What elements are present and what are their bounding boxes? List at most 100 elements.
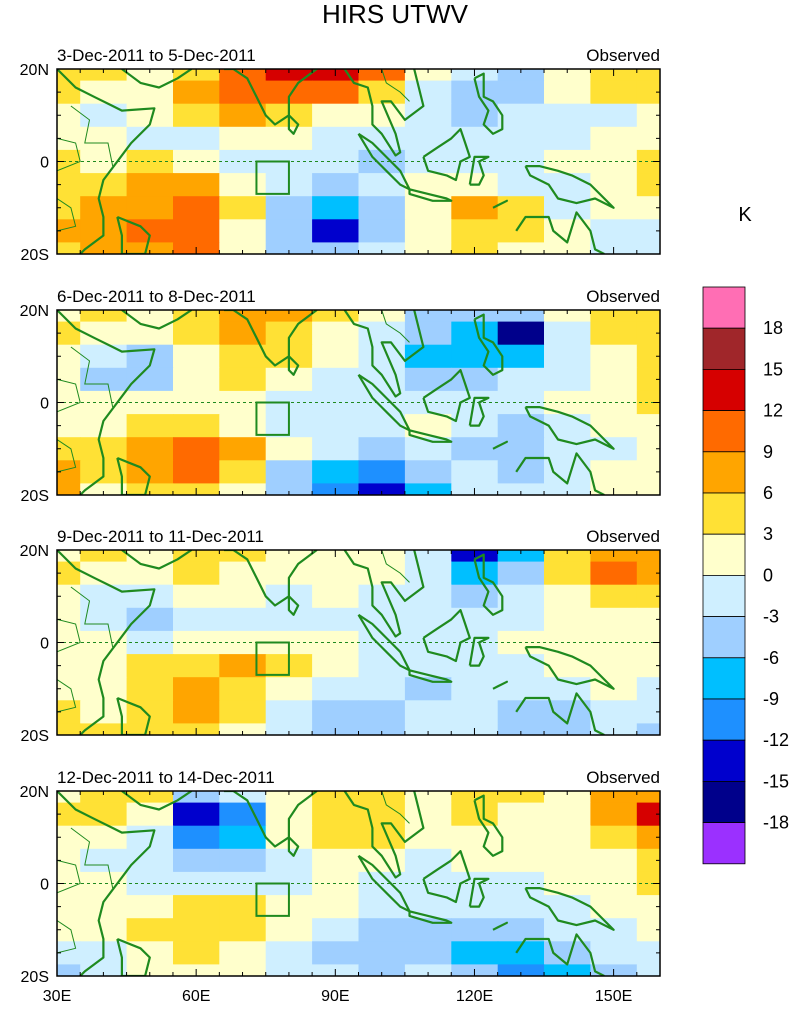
- heatmap-cell: [173, 825, 220, 850]
- heatmap-cell: [544, 654, 591, 678]
- heatmap-cell: [80, 196, 128, 220]
- heatmap-cell: [497, 791, 545, 804]
- heatmap-cell: [404, 677, 452, 701]
- heatmap-cell: [451, 367, 499, 392]
- border-line: [57, 198, 77, 232]
- heatmap-cell: [636, 242, 660, 254]
- coastline: [224, 310, 318, 367]
- heatmap-cell: [497, 483, 545, 495]
- heatmap-cell: [57, 607, 81, 632]
- heatmap-cell: [312, 918, 360, 942]
- heatmap-cell: [219, 630, 267, 655]
- heatmap-cell: [636, 791, 660, 804]
- heatmap-cell: [219, 414, 267, 438]
- border-line: [381, 791, 410, 824]
- coastline: [116, 937, 151, 976]
- border-line: [57, 378, 81, 413]
- heatmap-cell: [590, 460, 638, 484]
- heatmap-cell: [590, 149, 638, 174]
- heatmap-cell: [636, 69, 660, 82]
- heatmap-cell: [173, 918, 220, 942]
- heatmap-cell: [265, 700, 313, 724]
- heatmap-cell: [451, 103, 499, 128]
- heatmap-cell: [219, 825, 267, 850]
- coastline: [473, 313, 504, 376]
- heatmap-cell: [126, 654, 174, 678]
- heatmap-cell: [126, 310, 174, 323]
- heatmap-cell: [358, 550, 406, 563]
- heatmap-cell: [80, 723, 128, 735]
- heatmap-cell: [451, 344, 499, 369]
- heatmap-cell: [126, 173, 174, 197]
- heatmap-cell: [57, 414, 81, 438]
- heatmap-cell: [404, 103, 452, 128]
- heatmap-cell: [636, 871, 660, 896]
- heatmap-cell: [126, 149, 174, 174]
- heatmap-cell: [312, 825, 360, 850]
- heatmap-cell: [451, 848, 499, 873]
- heatmap-cell: [544, 103, 591, 128]
- heatmap-cell: [358, 584, 406, 609]
- heatmap-cell: [265, 802, 313, 827]
- heatmap-cell: [219, 80, 267, 105]
- heatmap-cell: [173, 654, 220, 678]
- coastline: [224, 791, 318, 848]
- coastline: [116, 215, 151, 254]
- heatmap-cell: [404, 460, 452, 484]
- heatmap-cell: [312, 802, 360, 827]
- heatmap-cell: [312, 196, 360, 220]
- heatmap-cell: [80, 344, 128, 369]
- heatmap-cell: [312, 654, 360, 678]
- colorbar-swatch: [702, 739, 746, 782]
- heatmap-cell: [358, 483, 406, 495]
- heatmap-cell: [219, 483, 267, 495]
- panel-map: [57, 791, 660, 976]
- heatmap-cell: [497, 918, 545, 942]
- heatmap-cell: [265, 367, 313, 392]
- heatmap-cell: [358, 791, 406, 804]
- heatmap-cell: [265, 550, 313, 563]
- heatmap-cell: [451, 607, 499, 632]
- heatmap-cell: [497, 367, 545, 392]
- heatmap-cell: [636, 414, 660, 438]
- colorbar-units: K: [738, 204, 752, 226]
- heatmap-cell: [404, 584, 452, 609]
- heatmap-cell: [636, 550, 660, 563]
- heatmap-cell: [358, 848, 406, 873]
- heatmap-cell: [497, 344, 545, 369]
- heatmap-cell: [404, 80, 452, 105]
- heatmap-cell: [219, 584, 267, 609]
- heatmap-cell: [80, 607, 128, 632]
- heatmap-cell: [636, 483, 660, 495]
- heatmap-cell: [57, 390, 81, 415]
- heatmap-cell: [404, 848, 452, 873]
- heatmap-cell: [312, 367, 360, 392]
- heatmap-cell: [126, 242, 174, 254]
- heatmap-cell: [265, 918, 313, 942]
- heatmap-cell: [80, 321, 128, 346]
- heatmap-cell: [265, 69, 313, 82]
- heatmap-cell: [636, 630, 660, 655]
- heatmap-cell: [590, 607, 638, 632]
- heatmap-cell: [219, 196, 267, 220]
- coastline: [515, 692, 605, 735]
- heatmap-cell: [636, 126, 660, 151]
- heatmap-cell: [590, 414, 638, 438]
- heatmap-cell: [404, 437, 452, 461]
- panel-label: Observed: [586, 46, 660, 65]
- heatmap-cell: [451, 219, 499, 243]
- heatmap-cell: [57, 483, 81, 495]
- heatmap-cell: [497, 550, 545, 563]
- heatmap-cell: [497, 310, 545, 323]
- heatmap-cell: [312, 173, 360, 197]
- heatmap-cell: [544, 723, 591, 735]
- heatmap-cell: [497, 242, 545, 254]
- heatmap-cell: [219, 654, 267, 678]
- heatmap-cell: [358, 918, 406, 942]
- heatmap-cell: [265, 437, 313, 461]
- heatmap-cell: [219, 848, 267, 873]
- heatmap-cell: [636, 219, 660, 243]
- heatmap-cell: [451, 584, 499, 609]
- heatmap-cell: [497, 414, 545, 438]
- heatmap-cell: [219, 941, 267, 965]
